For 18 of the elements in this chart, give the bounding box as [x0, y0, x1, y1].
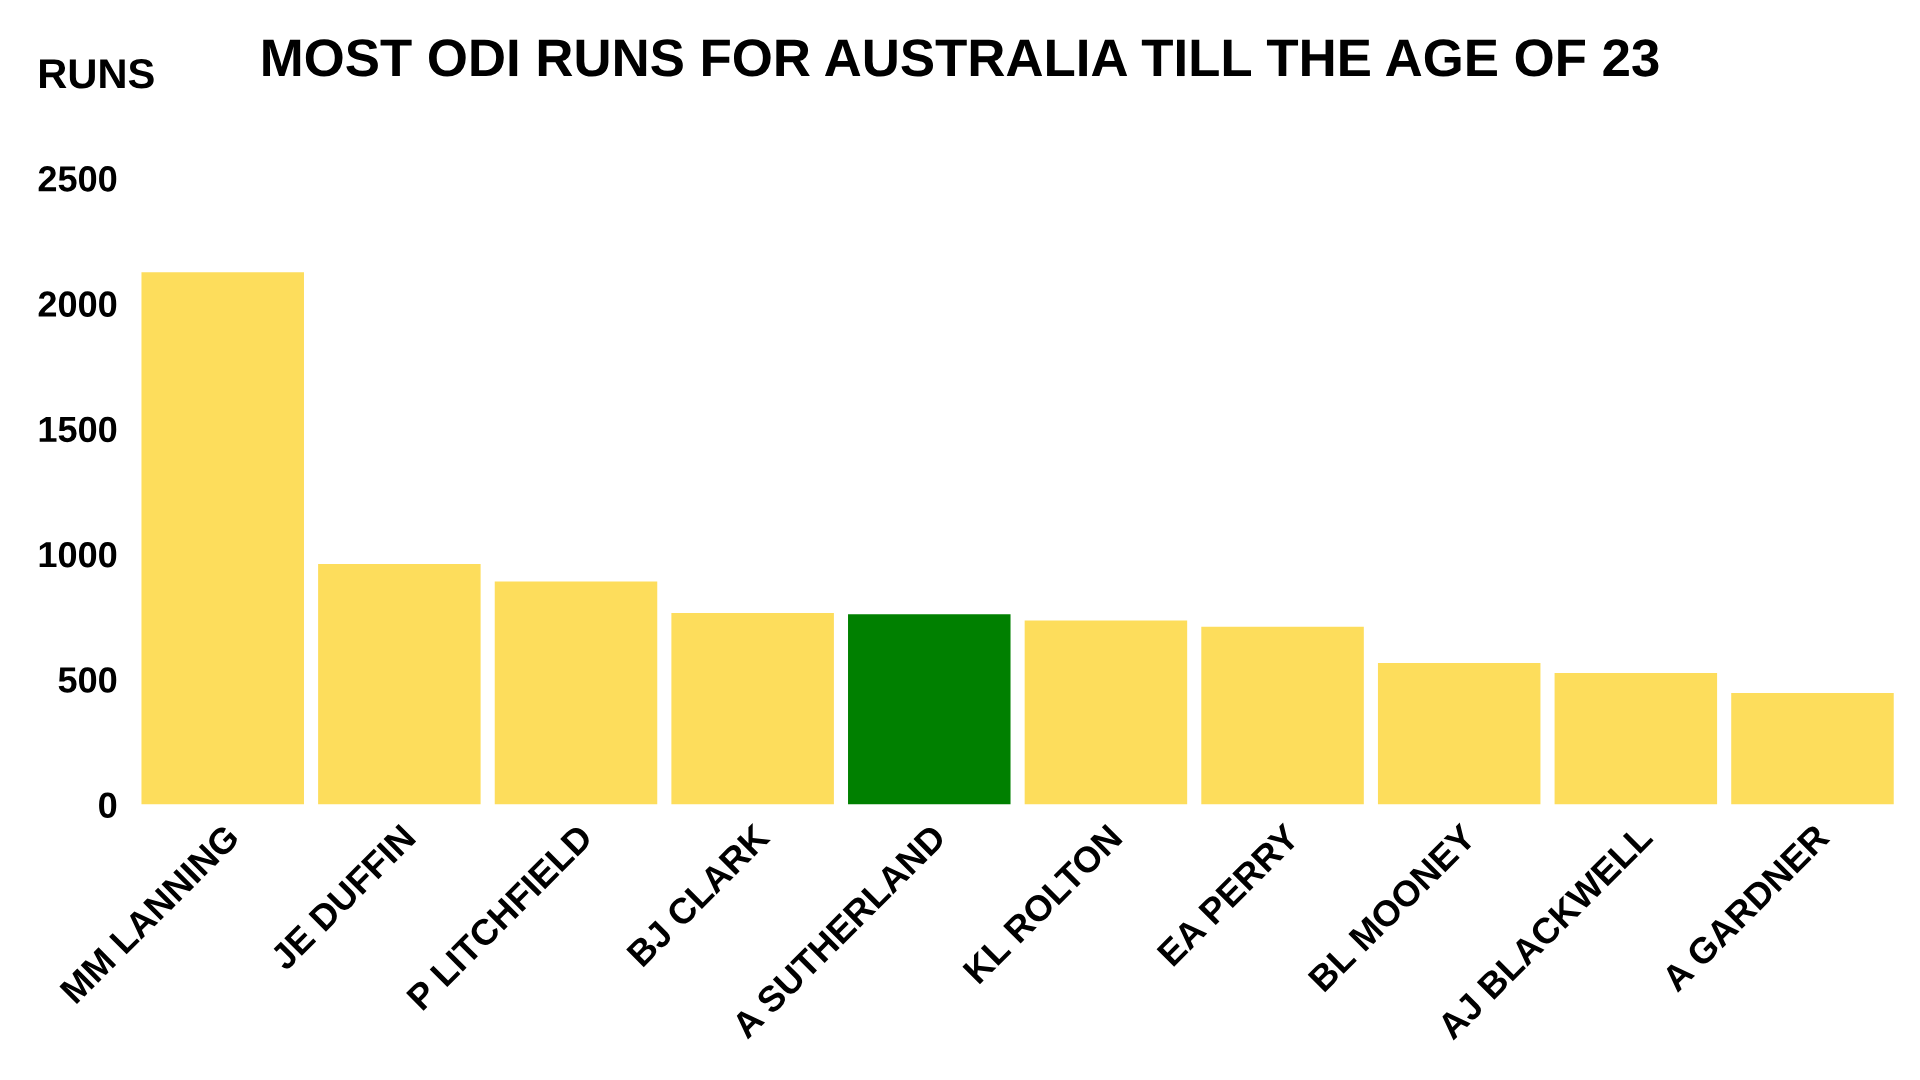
bar	[141, 272, 304, 805]
bar	[1201, 626, 1364, 805]
y-tick-label: 0	[99, 792, 117, 819]
bar	[1731, 693, 1894, 805]
y-tick-label: 1500	[39, 416, 117, 443]
y-tick-label: 2000	[38, 291, 117, 317]
bar	[494, 581, 658, 805]
y-tick-label: 500	[58, 667, 117, 693]
bar	[671, 612, 834, 805]
bar	[1377, 663, 1541, 805]
bar	[1554, 673, 1718, 805]
chart-title: MOST ODI RUNS FOR AUSTRALIA TILL THE AGE OF 23	[263, 39, 1659, 77]
bar	[1024, 620, 1188, 805]
y-tick-label: 2500	[38, 166, 117, 192]
bar	[318, 564, 481, 805]
bar	[848, 614, 1011, 805]
y-axis-title: RUNS	[40, 59, 154, 89]
y-tick-label: 1000	[39, 541, 117, 568]
